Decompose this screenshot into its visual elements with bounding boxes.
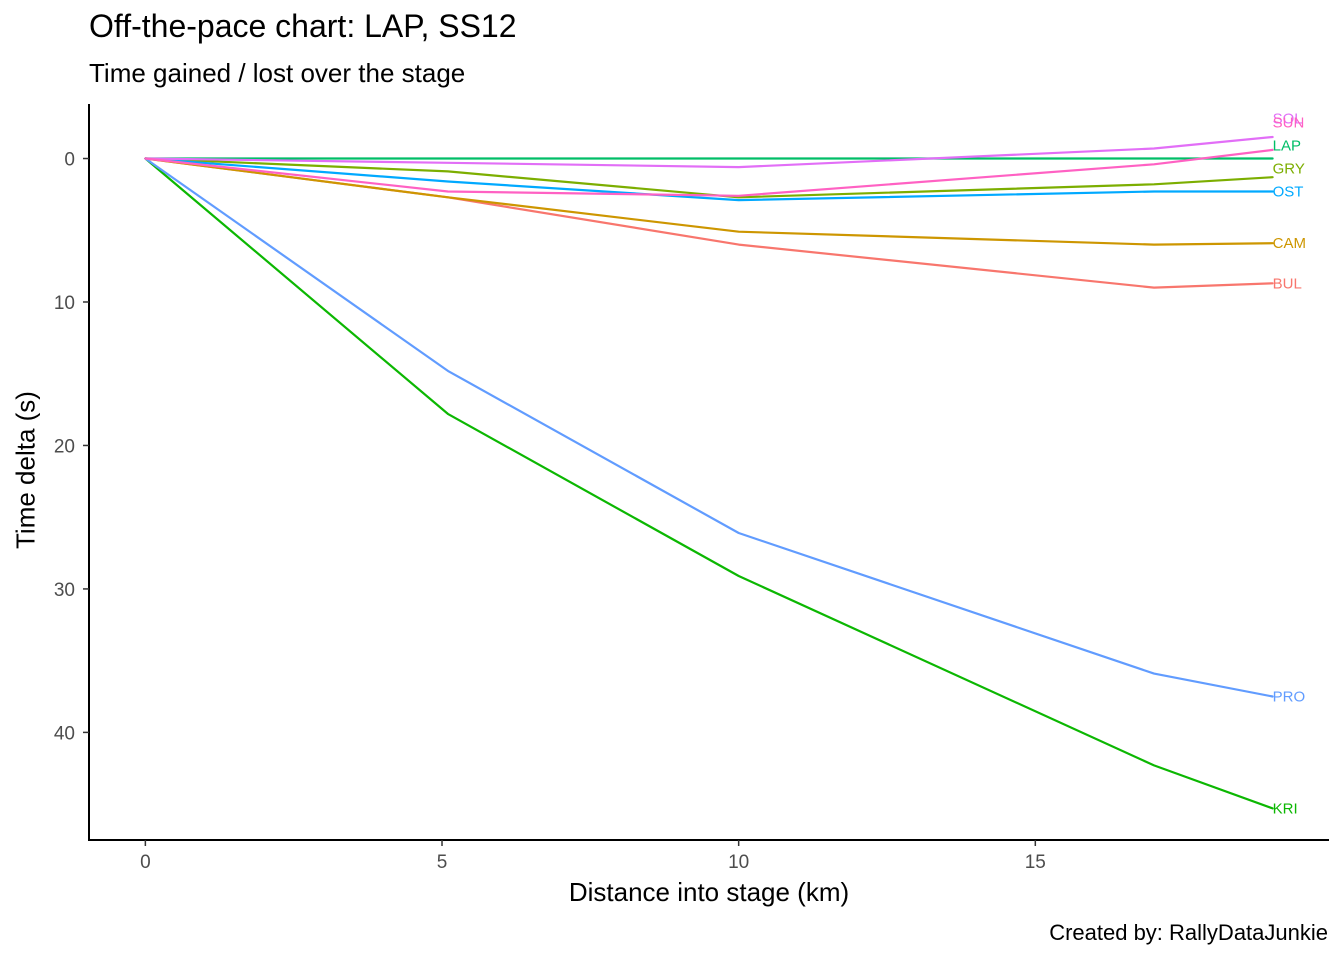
end-label-gry: GRY: [1273, 161, 1305, 178]
end-label-pro: PRO: [1273, 689, 1306, 706]
axes-layer: 0 5 10 15 0 10 20 30 40: [54, 104, 1329, 873]
end-label-kri: KRI: [1273, 800, 1298, 817]
x-tick-label: 10: [728, 852, 749, 873]
y-tick-label: 0: [64, 150, 75, 171]
series-line-ost: [144, 157, 1274, 202]
series-line-kri: [144, 157, 1274, 810]
series-line-cam: [144, 157, 1274, 246]
series-line-sun: [144, 148, 1274, 197]
series-line-sol: [144, 135, 1274, 169]
y-tick-label: 10: [54, 293, 75, 314]
chart-subtitle: Time gained / lost over the stage: [89, 58, 466, 88]
end-label-cam: CAM: [1273, 235, 1306, 252]
end-label-ost: OST: [1273, 184, 1304, 201]
series-line-pro: [144, 157, 1274, 698]
y-tick-label: 30: [54, 580, 75, 601]
y-axis-label: Time delta (s): [10, 391, 41, 549]
end-label-lap: LAP: [1273, 138, 1301, 155]
x-tick-label: 15: [1025, 852, 1046, 873]
chart-title: Off-the-pace chart: LAP, SS12: [89, 8, 517, 44]
chart-caption: Created by: RallyDataJunkie: [1049, 920, 1328, 945]
x-tick-label: 0: [140, 852, 151, 873]
end-label-sol: SOL: [1273, 110, 1303, 127]
x-axis-label: Distance into stage (km): [568, 877, 850, 907]
end-label-sun: SUN: [1273, 115, 1305, 132]
end-label-bul: BUL: [1273, 275, 1302, 292]
series-line-gry: [144, 157, 1274, 199]
x-tick-label: 5: [437, 852, 448, 873]
y-tick-label: 40: [54, 723, 75, 744]
y-tick-label: 20: [54, 436, 75, 457]
series-layer: [144, 135, 1274, 810]
